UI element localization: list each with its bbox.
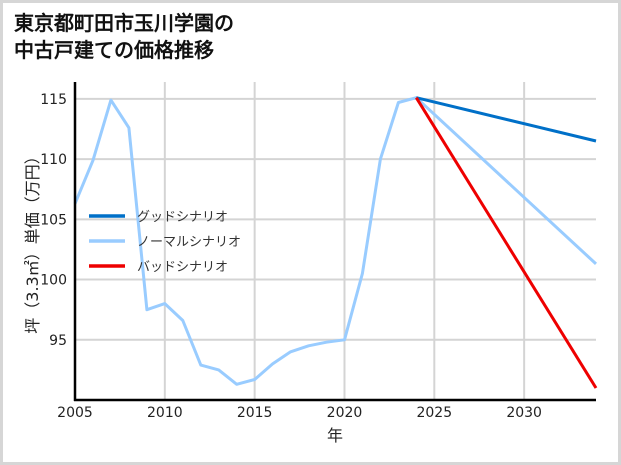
series-line	[415, 96, 597, 143]
y-axis-ticks: 95 100 105 110 115	[40, 92, 67, 349]
x-tick-label: 2025	[416, 405, 452, 421]
y-tick-label: 110	[40, 152, 67, 168]
legend-item: グッドシナリオ	[89, 210, 228, 225]
x-tick-label: 2005	[57, 405, 93, 421]
y-tick-label: 100	[40, 273, 67, 289]
legend-label: ノーマルシナリオ	[137, 235, 241, 250]
y-tick-label: 95	[49, 333, 67, 349]
series-lines	[73, 96, 598, 389]
axes	[73, 82, 596, 402]
chart-title: 東京都町田市玉川学園の 中古戸建ての価格推移	[14, 11, 234, 62]
y-tick-label: 105	[40, 212, 67, 228]
series-line	[73, 96, 598, 386]
x-axis-label: 年	[327, 426, 343, 445]
legend-item: バッドシナリオ	[89, 260, 228, 275]
series-line	[415, 96, 598, 389]
x-tick-label: 2010	[147, 405, 183, 421]
x-tick-label: 2015	[237, 405, 273, 421]
x-tick-label: 2020	[327, 405, 363, 421]
x-axis-ticks: 2005 2010 2015 2020 2025 2030	[57, 405, 542, 421]
y-tick-label: 115	[40, 92, 67, 108]
legend-label: バッドシナリオ	[137, 260, 228, 275]
y-axis-label: 坪（3.3㎡）単価（万円）	[23, 148, 42, 333]
legend-item: ノーマルシナリオ	[89, 235, 241, 250]
x-tick-label: 2030	[506, 405, 542, 421]
grid-lines	[75, 82, 596, 400]
legend-label: グッドシナリオ	[137, 210, 228, 225]
